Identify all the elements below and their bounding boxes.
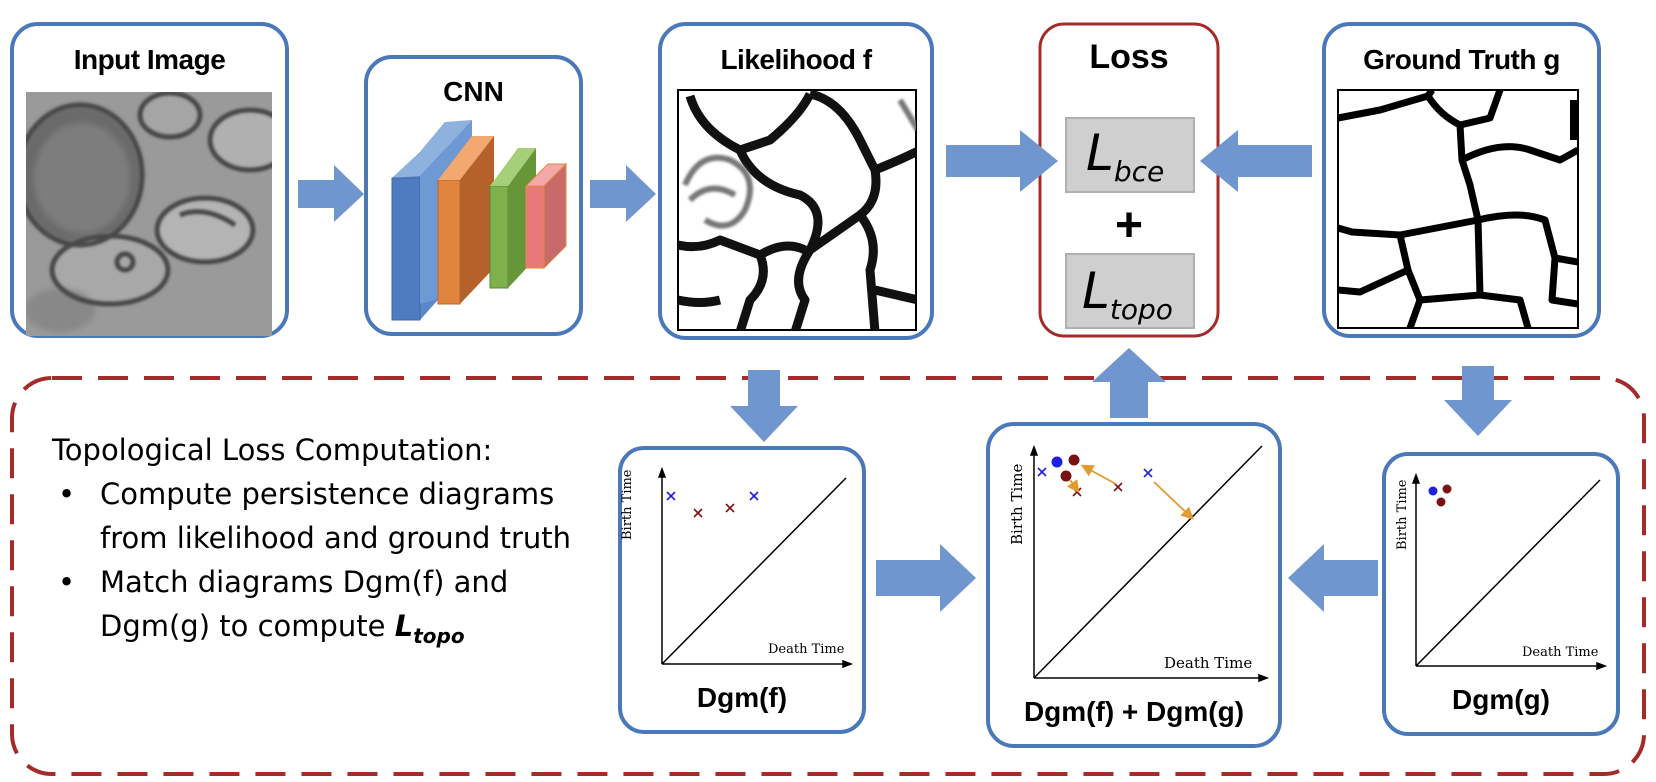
dgm-g-birth-label: Birth Time [1395, 479, 1410, 550]
dgm-g-box [1382, 452, 1620, 736]
description-item-2: • Match diagrams Dgm(f) and Dgm(g) to co… [58, 565, 509, 648]
topo-loss-region [10, 376, 1646, 776]
dgm-f-plot [657, 466, 854, 669]
cnn-title: CNN [443, 76, 504, 107]
dgm-f-points [666, 491, 759, 518]
topo-loss-description: Topological Loss Computation: • Compute … [52, 428, 612, 658]
dgm-f-birth-label: Birth Time [620, 469, 635, 540]
dgm-f-death-label: Death Time [768, 642, 845, 657]
dgm-g-title: Dgm(g) [1452, 684, 1550, 715]
arrow-dgm-f-to-sum [876, 544, 976, 612]
dgm-f-box [618, 446, 866, 734]
dgm-sum-birth-label: Birth Time [1008, 463, 1026, 545]
likelihood-image [677, 89, 917, 331]
topo-loss-label: Ltopo [1082, 262, 1173, 326]
ground-truth-title: Ground Truth g [1363, 44, 1560, 75]
description-item-1: • Compute persistence diagrams from like… [58, 477, 572, 555]
topo-loss-box [1065, 253, 1195, 329]
arrow-likelihood-to-loss [946, 130, 1058, 192]
description-heading: Topological Loss Computation: [52, 433, 493, 467]
bce-loss-label: Lbce [1086, 124, 1165, 188]
dgm-sum-death-label: Death Time [1164, 654, 1253, 672]
loss-title: Loss [1089, 38, 1169, 76]
arrow-likelihood-to-dgm-f [730, 370, 798, 442]
bce-loss-box [1065, 117, 1195, 193]
flow-arrows [298, 130, 1512, 612]
input-image-title: Input Image [73, 44, 226, 75]
arrow-gt-to-dgm-g [1444, 366, 1512, 436]
dgm-sum-title: Dgm(f) + Dgm(g) [1023, 696, 1245, 727]
arrow-dgm-g-to-sum [1288, 544, 1378, 612]
dgm-sum-box [986, 422, 1282, 748]
input-image [26, 92, 272, 336]
arrow-dgm-sum-to-loss [1092, 348, 1166, 418]
dgm-sum-points [1037, 454, 1194, 520]
plus-sign: + [1114, 199, 1144, 252]
arrow-cnn-to-likelihood [590, 165, 656, 222]
arrow-input-to-cnn [298, 165, 364, 222]
ground-truth-image [1337, 89, 1579, 329]
dgm-sum-plot [1029, 444, 1270, 683]
dgm-g-plot [1411, 472, 1608, 671]
arrow-gt-to-loss [1200, 130, 1312, 192]
cnn-layers [391, 120, 568, 321]
dgm-g-death-label: Death Time [1522, 645, 1599, 660]
dgm-g-points [1428, 484, 1452, 507]
dgm-f-title: Dgm(f) [696, 682, 788, 713]
likelihood-title: Likelihood f [720, 44, 872, 75]
